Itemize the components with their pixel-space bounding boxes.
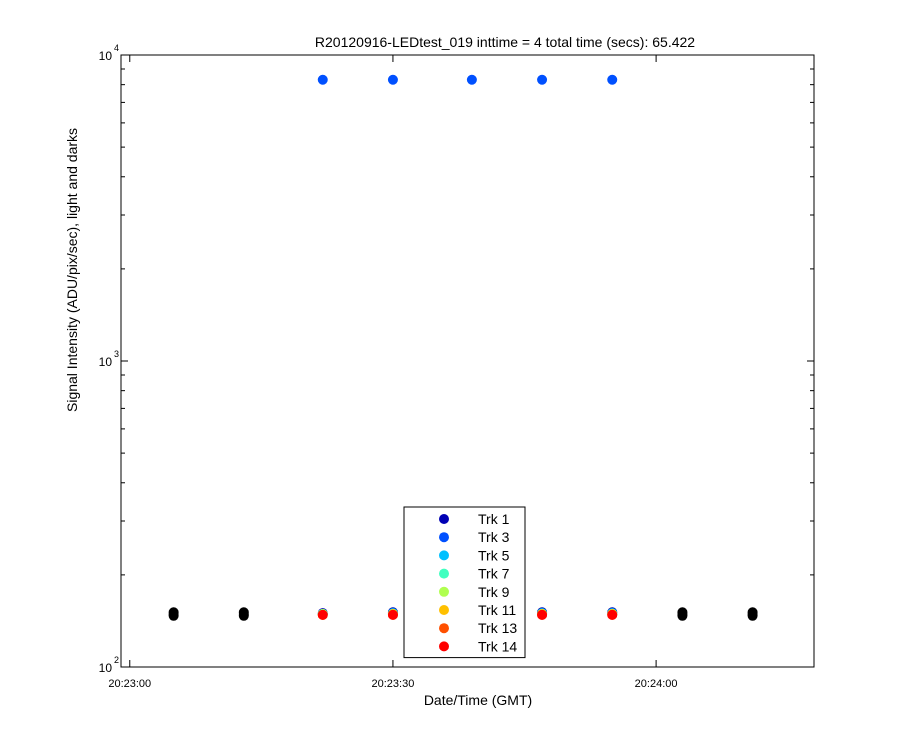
legend-marker bbox=[439, 586, 449, 597]
legend-marker bbox=[439, 514, 449, 524]
legend-label: Trk 14 bbox=[478, 638, 517, 654]
point-trk-14 bbox=[317, 609, 328, 620]
legend-marker bbox=[439, 568, 449, 579]
legend-marker bbox=[439, 623, 449, 634]
point-trk-14 bbox=[537, 609, 548, 620]
legend-marker bbox=[439, 605, 449, 615]
y-tick-exponent: 2 bbox=[114, 655, 119, 665]
dark-point bbox=[238, 607, 249, 618]
legend-label: Trk 5 bbox=[478, 547, 510, 563]
x-tick-label: 20:23:00 bbox=[108, 678, 151, 690]
point-trk-3 bbox=[317, 74, 328, 85]
x-axis-label: Date/Time (GMT) bbox=[424, 692, 532, 708]
chart-title: R20120916-LEDtest_019 inttime = 4 total … bbox=[315, 34, 695, 50]
legend-label: Trk 7 bbox=[478, 566, 510, 582]
point-trk-3 bbox=[537, 74, 548, 85]
legend-marker bbox=[439, 532, 449, 543]
legend-label: Trk 11 bbox=[478, 602, 516, 618]
legend-label: Trk 9 bbox=[478, 584, 510, 600]
x-tick-label: 20:23:30 bbox=[372, 678, 415, 690]
legend bbox=[403, 506, 526, 659]
point-trk-14 bbox=[387, 609, 398, 620]
y-tick-label: 10 bbox=[99, 355, 113, 369]
point-trk-3 bbox=[387, 74, 398, 85]
point-trk-3 bbox=[607, 74, 618, 85]
dark-point bbox=[168, 607, 179, 618]
legend-marker bbox=[439, 641, 449, 652]
y-tick-label: 10 bbox=[99, 661, 113, 675]
dark-point bbox=[677, 607, 688, 618]
point-trk-14 bbox=[607, 609, 618, 620]
y-tick-exponent: 4 bbox=[114, 43, 119, 53]
y-axis-label: Signal Intensity (ADU/pix/sec), light an… bbox=[64, 128, 80, 412]
legend-label: Trk 3 bbox=[478, 529, 510, 545]
legend-label: Trk 1 bbox=[478, 511, 510, 527]
dark-point bbox=[747, 607, 758, 618]
x-tick-label: 20:24:00 bbox=[635, 678, 678, 690]
y-tick-exponent: 3 bbox=[114, 349, 119, 359]
legend-marker bbox=[439, 550, 449, 561]
point-trk-3 bbox=[466, 74, 477, 85]
legend-label: Trk 13 bbox=[478, 620, 517, 636]
y-tick-label: 10 bbox=[99, 49, 113, 63]
